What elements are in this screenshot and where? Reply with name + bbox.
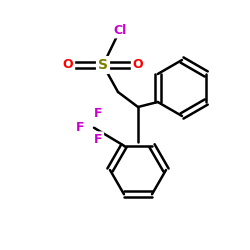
Text: F: F: [94, 107, 102, 120]
Text: Cl: Cl: [114, 24, 127, 36]
Text: F: F: [76, 121, 84, 134]
Text: F: F: [94, 133, 102, 146]
Text: O: O: [133, 58, 143, 71]
Text: O: O: [63, 58, 73, 71]
Text: S: S: [98, 58, 108, 72]
